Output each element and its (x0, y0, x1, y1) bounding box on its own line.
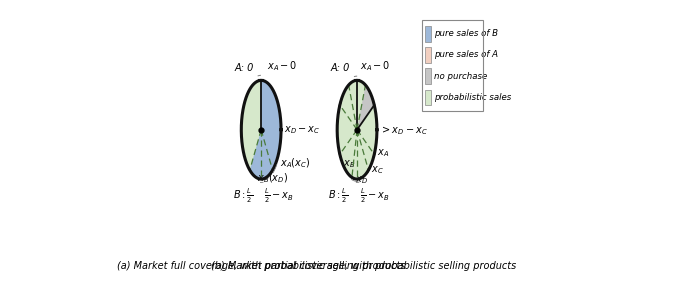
Polygon shape (340, 80, 377, 179)
Text: $x_D$: $x_D$ (355, 174, 368, 186)
Polygon shape (337, 80, 377, 179)
Text: pure sales of A: pure sales of A (434, 50, 498, 60)
Text: (b) Market partial coverage, with probabilistic selling products: (b) Market partial coverage, with probab… (211, 261, 516, 271)
Text: $B: \frac{L}{2}$: $B: \frac{L}{2}$ (232, 187, 253, 205)
Text: pure sales of B: pure sales of B (434, 29, 498, 38)
Text: $x_A - 0$: $x_A - 0$ (267, 60, 298, 73)
Text: probabilistic sales: probabilistic sales (434, 93, 512, 102)
Bar (425, 47, 431, 63)
Polygon shape (337, 80, 377, 179)
Text: no purchase: no purchase (434, 72, 488, 81)
Polygon shape (337, 80, 377, 179)
Text: $B: \frac{L}{2}$: $B: \frac{L}{2}$ (328, 187, 349, 205)
Bar (425, 68, 431, 84)
Bar (425, 89, 431, 105)
Polygon shape (337, 80, 377, 179)
Text: $\frac{L}{2} - x_B$: $\frac{L}{2} - x_B$ (264, 187, 293, 205)
Polygon shape (241, 80, 272, 179)
Polygon shape (337, 80, 377, 179)
Text: A: 0: A: 0 (234, 63, 254, 73)
Text: (a) Market full coverage, with probabilistic selling products: (a) Market full coverage, with probabili… (117, 261, 405, 271)
Text: $x_B(x_D)$: $x_B(x_D)$ (252, 172, 288, 185)
Text: $x_A(x_C)$: $x_A(x_C)$ (272, 156, 310, 170)
Bar (423, 21, 482, 111)
Text: $x_A$: $x_A$ (377, 147, 389, 159)
Text: $\frac{L}{2} - x_B$: $\frac{L}{2} - x_B$ (360, 187, 389, 205)
Polygon shape (337, 80, 377, 179)
Polygon shape (250, 80, 281, 179)
Polygon shape (337, 80, 377, 179)
Bar (425, 26, 431, 41)
Polygon shape (337, 80, 377, 179)
Text: A: 0: A: 0 (330, 63, 350, 73)
Text: $x_B$: $x_B$ (343, 158, 356, 170)
Text: $>x_D - x_C$: $>x_D - x_C$ (380, 124, 428, 137)
Polygon shape (241, 80, 281, 179)
Polygon shape (241, 80, 281, 179)
Text: $x_C$: $x_C$ (371, 164, 384, 176)
Polygon shape (337, 80, 374, 179)
Text: $x_D - x_C$: $x_D - x_C$ (284, 124, 321, 136)
Text: $x_A - 0$: $x_A - 0$ (360, 60, 391, 73)
